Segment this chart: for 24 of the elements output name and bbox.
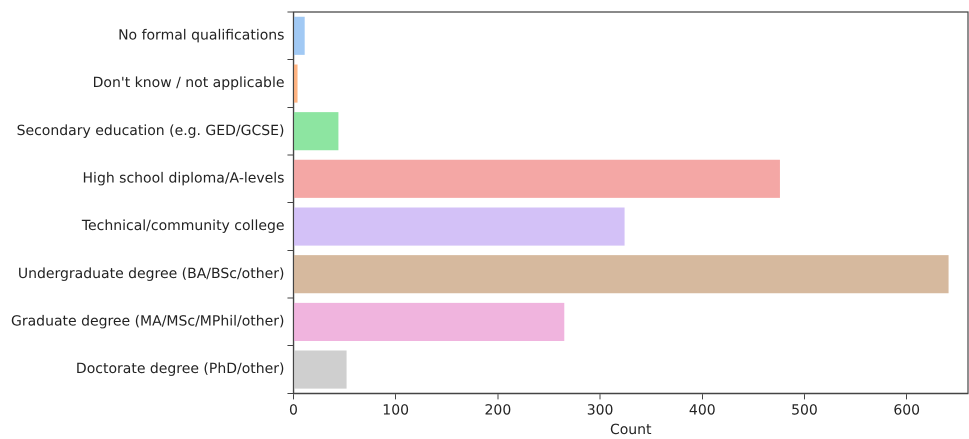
x-tick-label: 600 bbox=[893, 402, 920, 418]
y-tick-label: Technical/community college bbox=[80, 218, 284, 234]
x-tick-label: 500 bbox=[791, 402, 818, 418]
x-axis-title: Count bbox=[610, 422, 652, 438]
y-tick-label: Doctorate degree (PhD/other) bbox=[76, 361, 284, 378]
y-tick-label: High school diploma/A-levels bbox=[82, 170, 284, 187]
bar bbox=[294, 160, 780, 198]
y-tick-label: No formal qualifications bbox=[118, 27, 284, 44]
bar bbox=[294, 207, 625, 246]
bar bbox=[294, 255, 949, 294]
x-tick-label: 0 bbox=[288, 402, 298, 418]
x-tick-label: 300 bbox=[586, 402, 614, 418]
x-tick-label: 100 bbox=[382, 402, 410, 418]
x-tick-label: 200 bbox=[484, 402, 512, 418]
bar bbox=[294, 112, 338, 150]
bar bbox=[294, 302, 564, 341]
bar bbox=[294, 16, 305, 55]
y-tick-label: Secondary education (e.g. GED/GCSE) bbox=[16, 122, 284, 139]
y-tick-label: Undergraduate degree (BA/BSc/other) bbox=[18, 266, 284, 282]
bar bbox=[294, 350, 347, 389]
bar bbox=[294, 64, 298, 103]
x-tick-label: 400 bbox=[688, 402, 716, 418]
y-tick-label: Graduate degree (MA/MSc/MPhil/other) bbox=[11, 314, 284, 330]
y-tick-label: Don't know / not applicable bbox=[92, 75, 284, 92]
